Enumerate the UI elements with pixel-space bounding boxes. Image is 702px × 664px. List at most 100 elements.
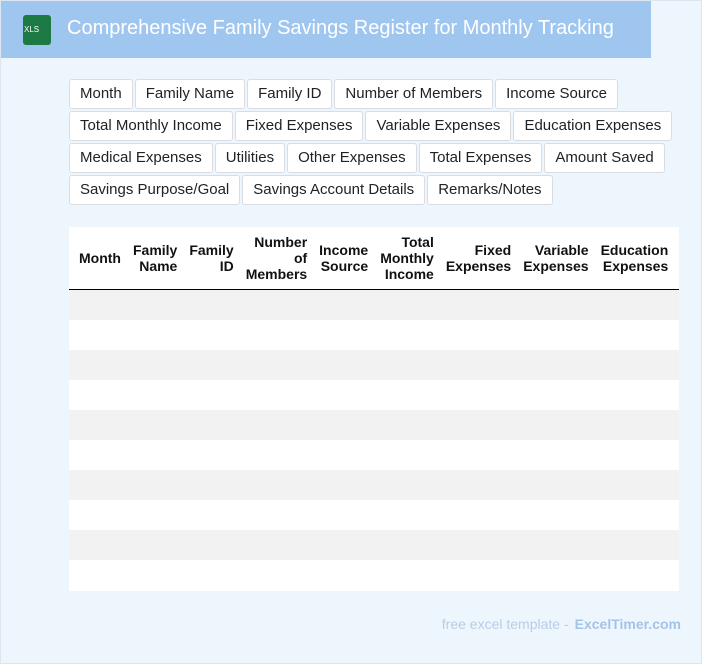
table-cell [674, 320, 679, 350]
table-row [69, 470, 679, 500]
tag: Other Expenses [287, 143, 417, 173]
table-cell [183, 470, 240, 500]
tag: Total Monthly Income [69, 111, 233, 141]
table-cell [594, 530, 675, 560]
table-cell [239, 410, 314, 440]
table-cell [440, 560, 517, 590]
table-cell [183, 380, 239, 410]
table-cell [69, 380, 127, 410]
table-cell [440, 320, 517, 350]
tag: Education Expenses [513, 111, 673, 141]
table-cell [313, 560, 374, 590]
header-bar: XLS Comprehensive Family Savings Registe… [1, 1, 651, 58]
tag: Utilities [214, 143, 286, 173]
table-cell [69, 560, 127, 590]
column-header: Medical Expenses [674, 227, 679, 290]
tag-list: Month Family Name Family ID Number of Membe… [69, 79, 673, 205]
table-cell [594, 470, 675, 500]
table-row [69, 530, 679, 560]
column-header: Number of Members [239, 227, 314, 290]
table-row [69, 320, 679, 350]
table-cell [239, 530, 314, 560]
table-cell [517, 289, 595, 320]
table-cell [69, 500, 127, 530]
table-cell [313, 320, 374, 350]
table-wrap: Month Family Name Family ID Number of Membe… [69, 227, 679, 591]
table-cell [239, 350, 314, 380]
footer-site[interactable]: ExcelTimer.com [574, 616, 681, 632]
table-cell [674, 440, 679, 470]
tag: Variable Expenses [365, 111, 512, 141]
table-cell [374, 289, 440, 320]
table-cell [440, 500, 517, 530]
footer: free excel template - ExcelTimer.com [442, 616, 681, 632]
table-cell [517, 320, 594, 350]
table-cell [313, 470, 375, 500]
table-cell [240, 320, 313, 350]
table-cell [183, 530, 240, 560]
tag: Number of Members [334, 79, 494, 109]
table-row [69, 289, 679, 320]
xls-icon: XLS [23, 15, 51, 45]
tag: Family Name [134, 79, 246, 109]
table-cell [69, 440, 127, 470]
table-cell [517, 350, 595, 380]
table-cell [183, 440, 239, 470]
table: Month Family Name Family ID Number of Membe… [69, 227, 679, 590]
table-cell [595, 560, 675, 590]
table-cell [439, 470, 518, 500]
tag: Family ID [247, 79, 333, 109]
table-cell [374, 350, 440, 380]
table-cell [374, 320, 440, 350]
table-cell [374, 380, 440, 410]
table-cell [126, 470, 184, 500]
table-row [69, 500, 679, 530]
table-cell [439, 350, 518, 380]
table-cell [439, 530, 518, 560]
table-cell [313, 380, 374, 410]
table-cell [183, 289, 240, 320]
table-cell [594, 410, 675, 440]
table-cell [313, 410, 375, 440]
table-cell [127, 320, 183, 350]
table-cell [595, 380, 675, 410]
table-cell [374, 560, 440, 590]
table-cell [313, 530, 375, 560]
table-cell [313, 289, 375, 320]
table-cell [595, 440, 675, 470]
table-cell [674, 410, 679, 440]
table-cell [240, 440, 313, 470]
tag: Fixed Expenses [234, 111, 364, 141]
table-row [69, 350, 679, 380]
tag: Income Source [495, 79, 619, 109]
table-row [69, 410, 679, 440]
table-cell [69, 410, 127, 440]
column-header: Total Monthly Income [374, 227, 440, 290]
tag: Amount Saved [544, 143, 665, 173]
table-row [69, 380, 679, 410]
table-cell [183, 350, 240, 380]
tag: Total Expenses [418, 143, 543, 173]
table-cell [674, 470, 679, 500]
table-cell [126, 350, 184, 380]
tag: Remarks/Notes [427, 175, 553, 205]
table-cell [595, 320, 675, 350]
column-header: Education Expenses [594, 227, 675, 290]
table-cell [239, 289, 314, 320]
table-cell [594, 289, 675, 320]
table-cell [240, 500, 313, 530]
table-cell [240, 380, 313, 410]
table-cell [674, 500, 679, 530]
table-cell [183, 320, 239, 350]
table-cell [69, 320, 127, 350]
table-cell [517, 410, 595, 440]
table-cell [127, 560, 183, 590]
table-cell [313, 500, 374, 530]
title: Comprehensive Family Savings Register fo… [67, 17, 614, 39]
table-cell [440, 440, 517, 470]
table-cell [183, 410, 240, 440]
table-cell [517, 530, 595, 560]
table-cell [374, 440, 440, 470]
table-cell [439, 289, 518, 320]
